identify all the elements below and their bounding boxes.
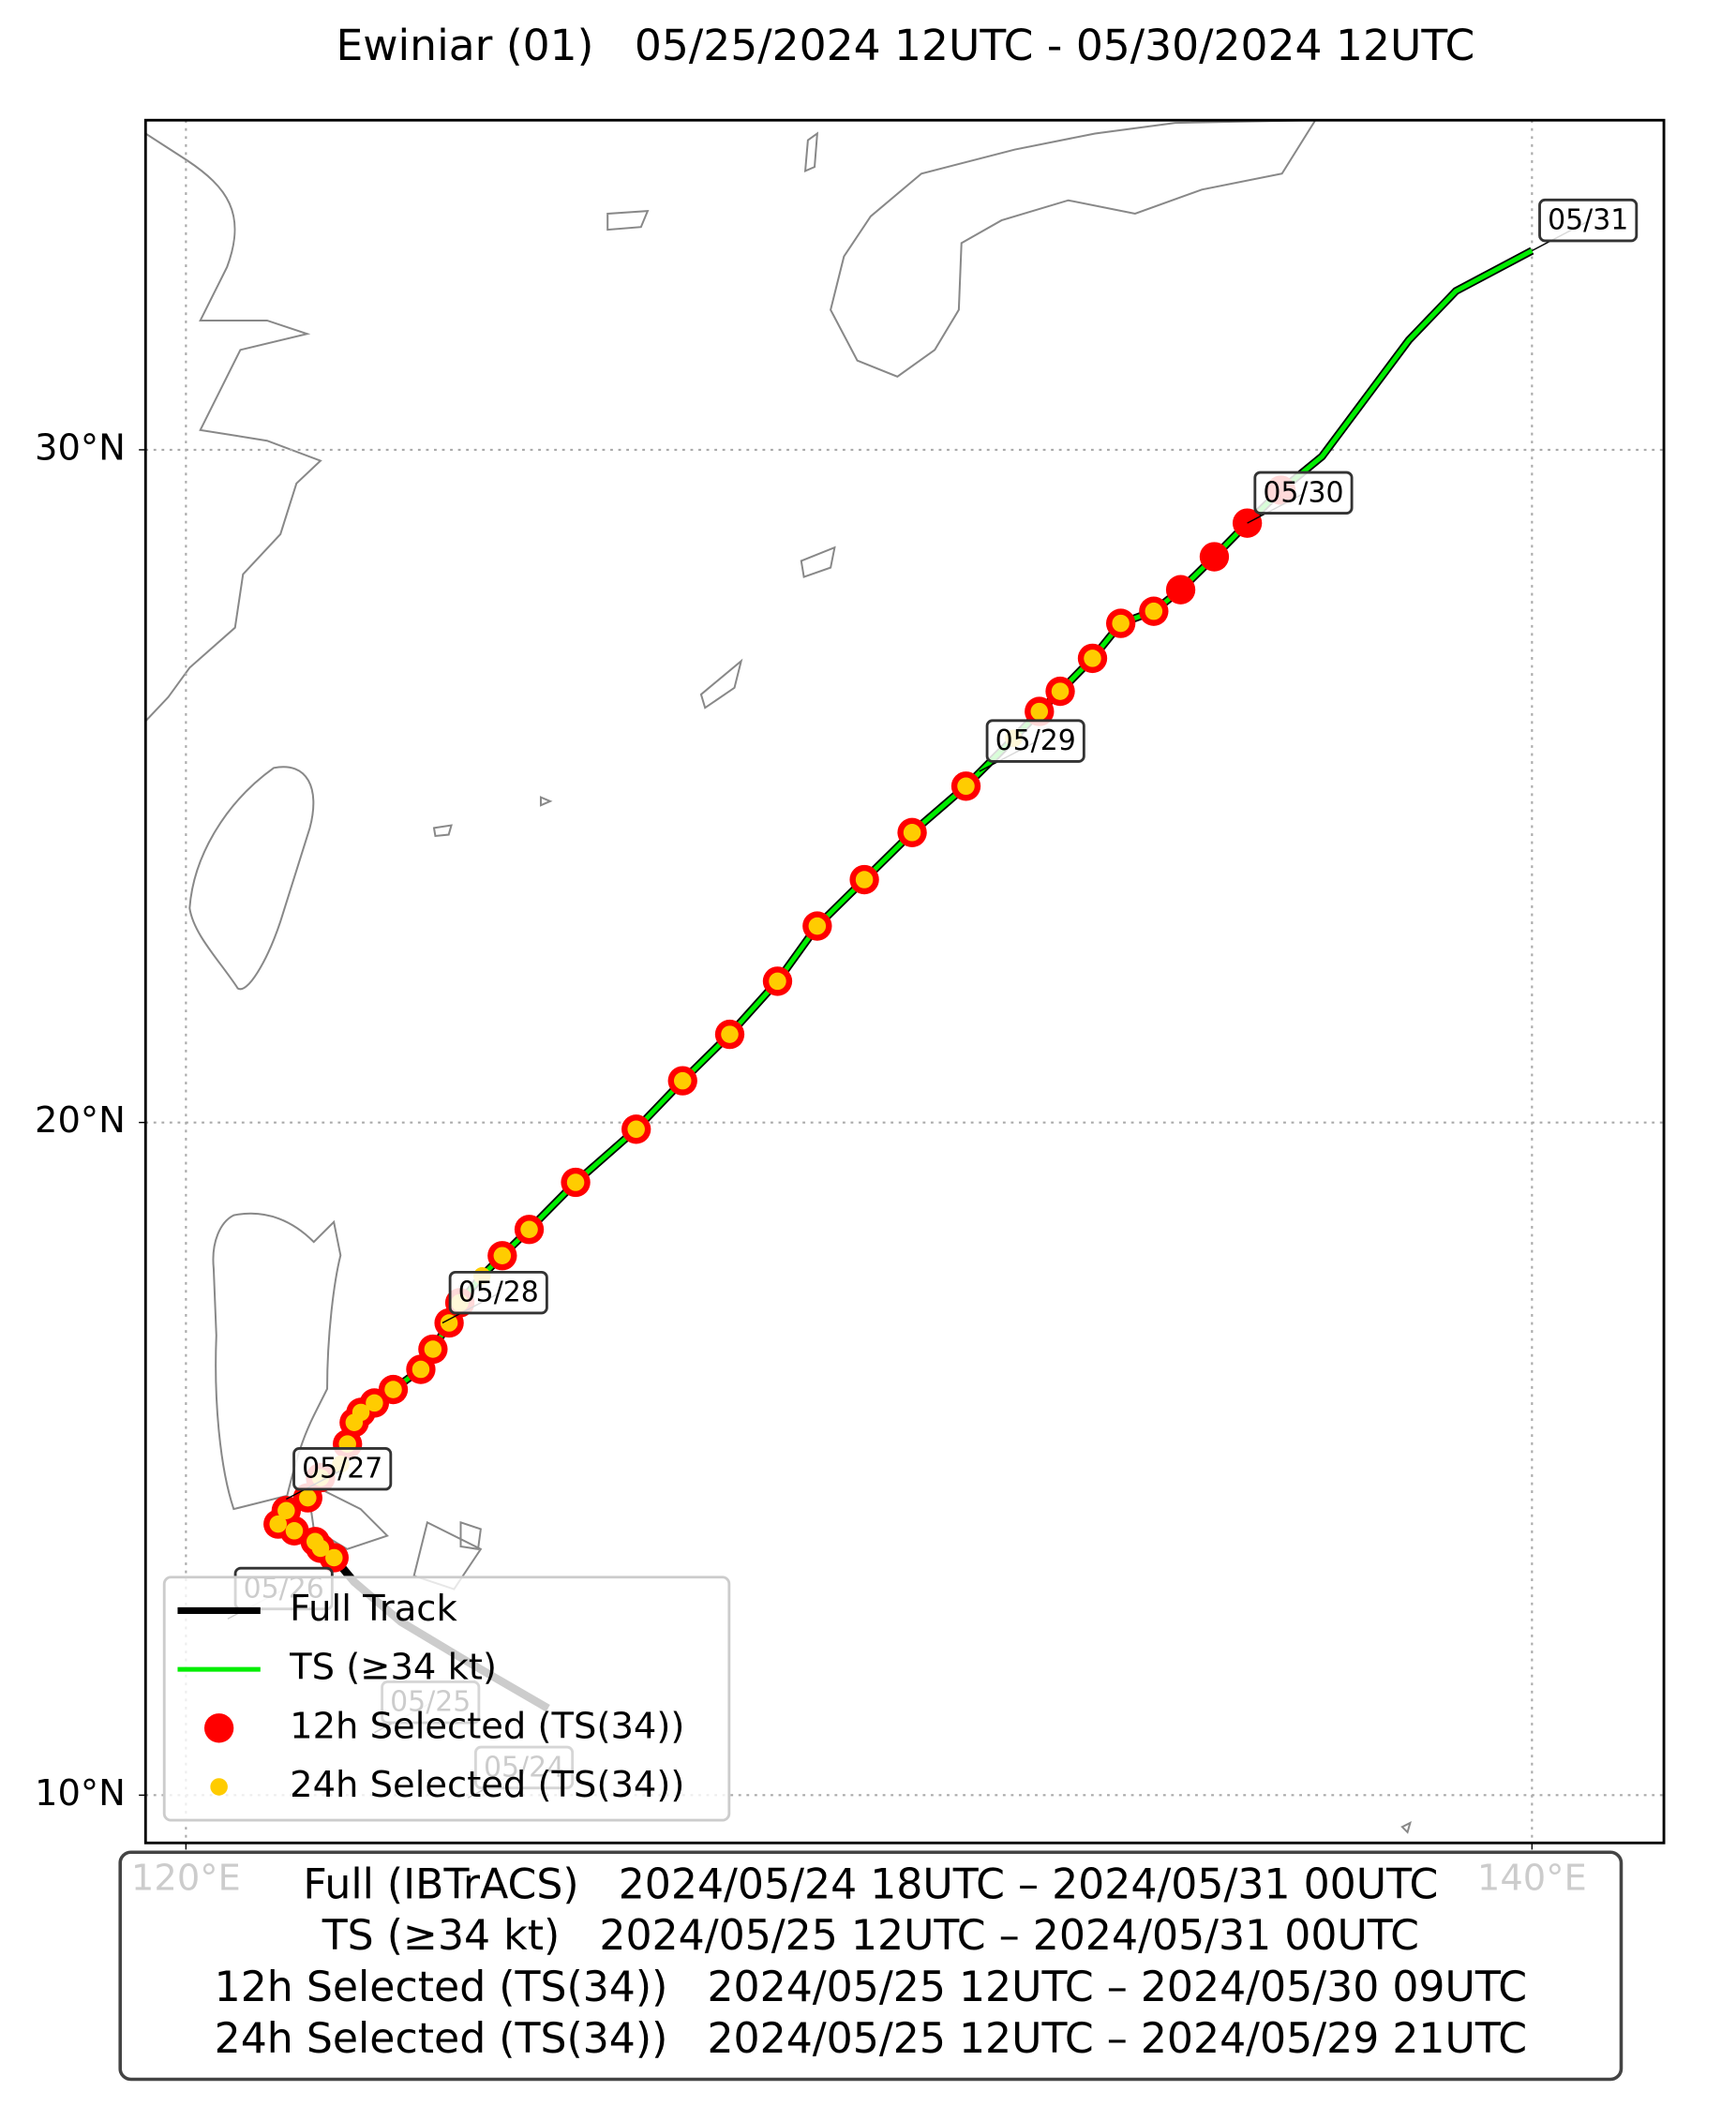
legend-label: 24h Selected (TS(34)) [290,1764,684,1806]
legend-label: TS (≥34 kt) [289,1647,497,1689]
annotation-label: 05/31 [1548,204,1628,237]
legend-box [162,1576,731,1822]
annotation-box [985,719,1085,763]
track-point [1232,508,1263,538]
track-point [285,1522,304,1540]
annotation-box [1253,470,1354,515]
track-point [306,1532,324,1551]
coastlines [145,120,1412,1834]
track-point [721,1025,739,1043]
track-point [1030,702,1049,721]
track-point [412,1360,430,1379]
track-line [274,246,1534,1712]
plot-frame [143,118,1666,1845]
track-point [493,1247,512,1265]
track-point [627,1120,645,1139]
footer-line: 12h Selected (TS(34)) 2024/05/25 12UTC –… [215,1964,1527,2011]
annotation-box [292,1447,393,1491]
footer-line: TS (≥34 kt) 2024/05/25 12UTC – 2024/05/3… [322,1912,1419,1960]
track-point [424,1340,442,1358]
tracks [263,246,1534,1712]
annotation-label: 05/27 [302,1453,382,1486]
chart-title: Ewiniar (01) 05/25/2024 12UTC - 05/30/20… [336,21,1474,70]
annotation-box [1538,198,1639,243]
track-point [769,972,786,991]
legend-label: Full Track [290,1588,457,1630]
y-tick-label: 30°N [35,426,126,469]
legend-label: 12h Selected (TS(34)) [290,1705,684,1747]
track-point [566,1173,585,1191]
y-tick-label: 10°N [35,1772,126,1815]
track-point [366,1394,383,1412]
grid [145,120,1665,1844]
legend-swatch [210,1778,228,1796]
annotation-label: 05/29 [995,724,1076,757]
footer-box [118,1850,1624,2082]
legend: Full Track TS (≥34 kt) 12h Selected (TS(34… [162,1576,731,1822]
track-point [384,1381,402,1398]
annotation-label: 05/28 [458,1277,539,1309]
track-line [276,248,1534,1561]
track-point [855,871,874,889]
track-point [1112,614,1130,633]
track-point [903,824,921,842]
track-point [277,1501,295,1520]
track-point [520,1220,538,1239]
track-point [1051,682,1070,700]
track-point [957,777,975,796]
track-point [299,1488,317,1507]
y-tick-label: 20°N [35,1099,126,1142]
footer-line: 24h Selected (TS(34)) 2024/05/25 12UTC –… [215,2015,1527,2063]
track-point [1145,602,1163,620]
track-point [808,917,827,935]
track-point [1165,575,1196,605]
track-point [325,1548,343,1567]
footer-line: Full (IBTrACS) 2024/05/24 18UTC – 2024/0… [303,1860,1438,1908]
track-point [352,1403,370,1422]
track-point [1084,650,1101,667]
footer-box: Full (IBTrACS) 2024/05/24 18UTC – 2024/0… [118,1850,1624,2082]
track-point [440,1314,458,1332]
track-point [673,1071,692,1090]
track-point [269,1515,287,1533]
annotation-label: 05/30 [1263,476,1343,509]
legend-swatch [203,1713,234,1743]
track-point [1199,542,1230,572]
annotation-box [448,1270,548,1315]
